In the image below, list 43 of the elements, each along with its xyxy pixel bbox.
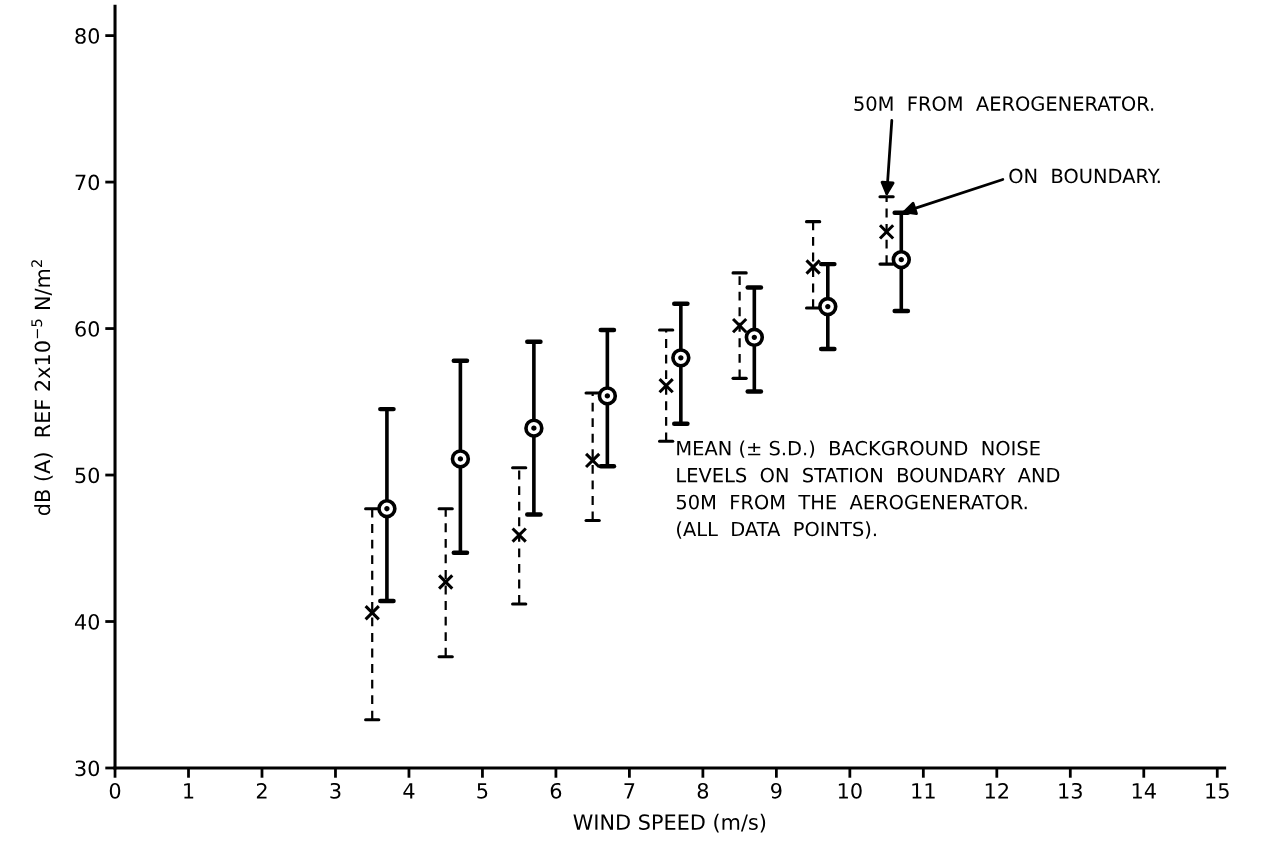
point — [731, 317, 748, 334]
x-tick-label: 13 — [1059, 782, 1082, 799]
x-tick-label: 7 — [624, 783, 635, 799]
x-tick-label: 12 — [985, 782, 1008, 799]
y-tick-label: 40 — [74, 613, 100, 630]
point — [364, 604, 381, 621]
y-tick-label: 80 — [75, 28, 100, 44]
point — [597, 386, 618, 406]
x-tick-label: 4 — [403, 783, 415, 799]
annotation: 50M FROM AEROGENERATOR. — [854, 96, 1154, 111]
point — [804, 258, 822, 276]
y-tick-label: 70 — [75, 174, 100, 191]
x-tick-label: 15 — [1206, 783, 1229, 799]
point — [744, 327, 765, 348]
annotation: ON BOUNDARY. — [1009, 168, 1160, 184]
x-tick-label: 11 — [912, 783, 935, 799]
point — [818, 296, 838, 317]
point — [450, 449, 471, 469]
y-axis-title: dB (A) REF 2x10$^{−5}$ N/m$^{2}$ — [31, 260, 53, 516]
x-tick-label: 1 — [184, 783, 194, 799]
x-tick-label: 6 — [550, 782, 562, 799]
x-tick-label: 5 — [477, 783, 488, 799]
point — [437, 573, 454, 591]
x-tick-label: 3 — [330, 782, 341, 799]
point — [891, 249, 912, 270]
x-tick-label: 14 — [1132, 783, 1156, 799]
x-tick-label: 10 — [838, 782, 862, 799]
y-tick-label: 30 — [75, 760, 100, 777]
x-axis-title: WIND SPEED (m/s) — [573, 813, 766, 833]
point — [671, 348, 691, 368]
point — [878, 223, 895, 240]
point — [377, 499, 397, 519]
point — [524, 418, 544, 438]
point — [658, 377, 675, 394]
y-tick-label: 50 — [75, 467, 100, 484]
point — [511, 526, 528, 544]
x-tick-label: 0 — [109, 782, 121, 799]
x-tick-label: 8 — [697, 782, 709, 799]
y-tick-label: 60 — [75, 321, 100, 337]
point — [584, 452, 601, 469]
x-tick-label: 9 — [771, 782, 782, 799]
x-tick-label: 2 — [256, 782, 267, 799]
annotation: MEAN (± S.D.) BACKGROUND NOISE LEVELS ON STATION BOUNDARY AND 50M FROM THE AEROGENERATOR. (ALL DATA POINTS). — [676, 440, 1060, 539]
